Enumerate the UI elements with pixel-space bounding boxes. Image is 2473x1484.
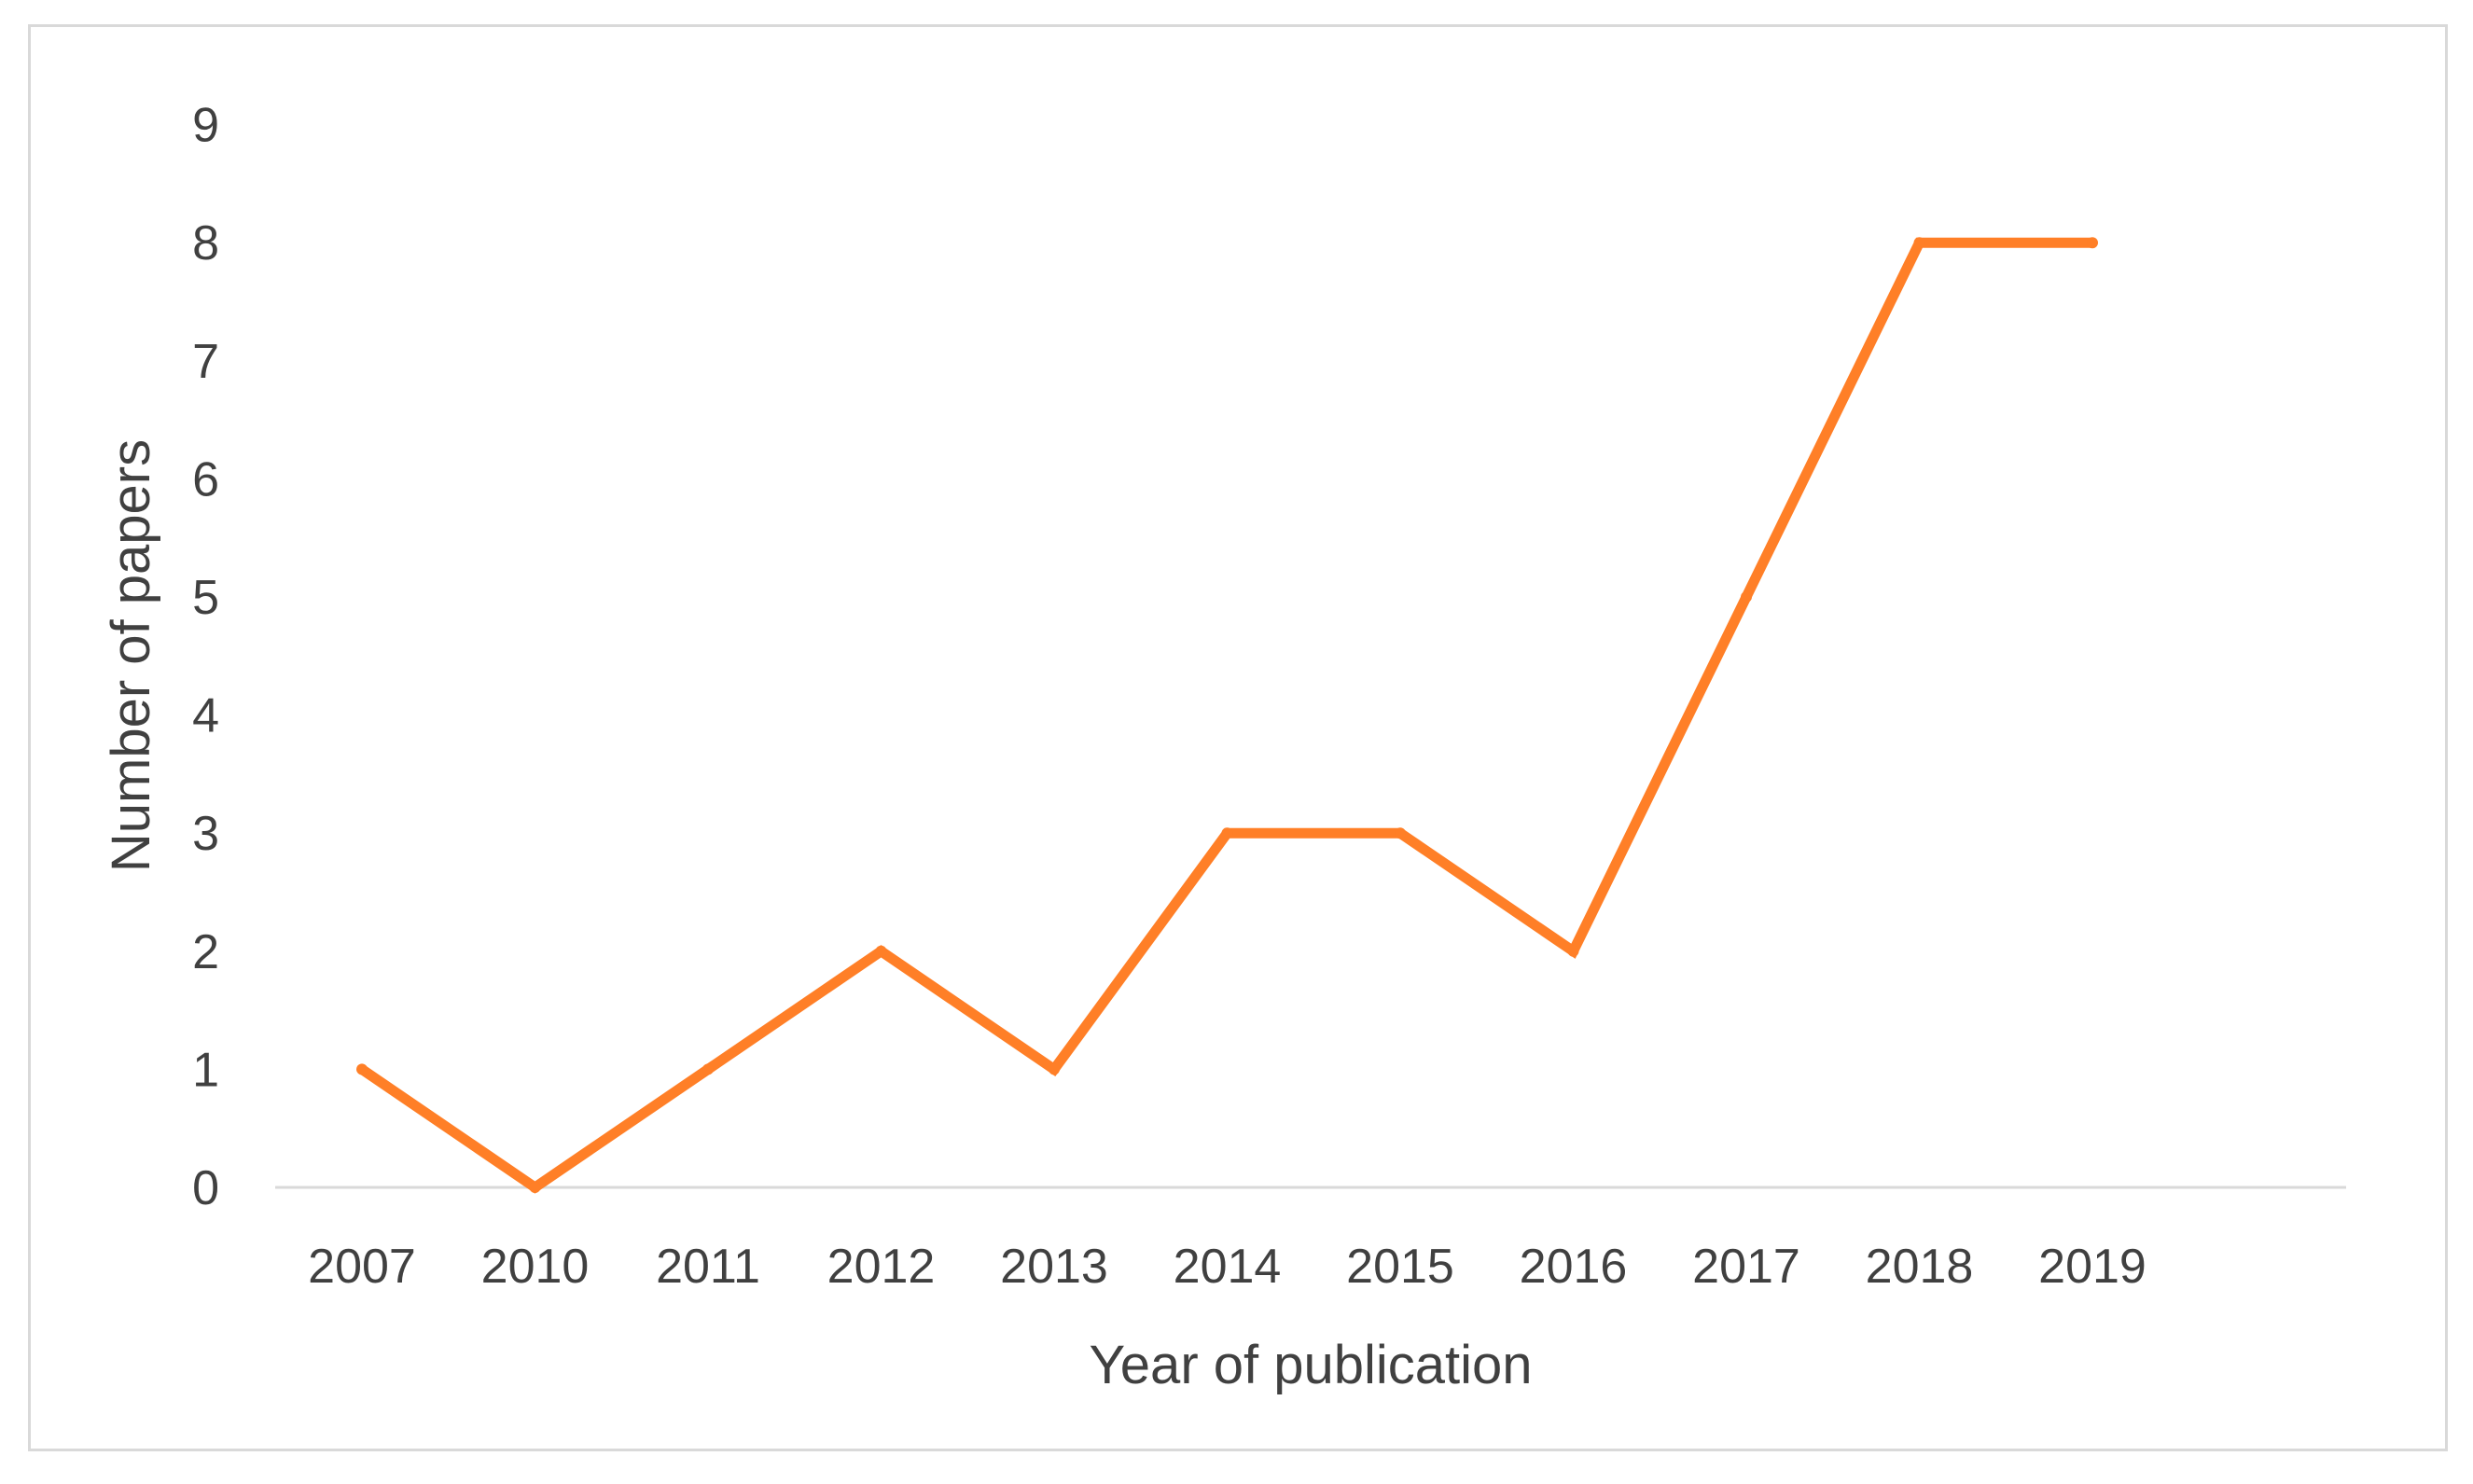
data-point-2019 xyxy=(2087,237,2098,249)
y-tick-label: 7 xyxy=(192,335,219,389)
y-tick-label: 3 xyxy=(192,807,219,861)
x-axis-title: Year of publication xyxy=(1089,1335,1532,1395)
x-tick-label: 2011 xyxy=(656,1240,760,1294)
y-tick-label: 1 xyxy=(192,1043,219,1097)
data-point-2018 xyxy=(1913,237,1925,249)
x-tick-label: 2016 xyxy=(1520,1240,1628,1294)
x-tick-label: 2017 xyxy=(1692,1240,1800,1294)
series-line xyxy=(356,237,2098,1194)
x-axis-tick-labels: 2007 2010 2011 2012 2013 2014 2015 2016 2017 2018… xyxy=(308,1240,2147,1294)
y-tick-label: 2 xyxy=(192,925,219,979)
data-point-2010 xyxy=(529,1182,541,1193)
data-point-2011 xyxy=(702,1063,714,1075)
data-point-2016 xyxy=(1567,945,1579,957)
x-tick-label: 2019 xyxy=(2038,1240,2147,1294)
y-axis-tick-labels: 0 1 2 3 4 5 6 7 8 9 xyxy=(192,99,219,1215)
data-point-2013 xyxy=(1049,1063,1060,1075)
series-points xyxy=(356,237,2098,1193)
x-tick-label: 2007 xyxy=(308,1240,416,1294)
x-tick-label: 2013 xyxy=(1000,1240,1108,1294)
y-axis-title: Number of papers xyxy=(101,439,161,872)
x-tick-label: 2014 xyxy=(1174,1240,1282,1294)
data-point-2015 xyxy=(1395,827,1406,839)
x-tick-label: 2018 xyxy=(1866,1240,1974,1294)
y-tick-label: 6 xyxy=(192,452,219,506)
data-point-2007 xyxy=(356,1063,368,1075)
y-tick-label: 5 xyxy=(192,571,219,625)
x-tick-label: 2012 xyxy=(827,1240,936,1294)
data-point-2017 xyxy=(1741,591,1752,603)
x-tick-label: 2010 xyxy=(481,1240,590,1294)
y-tick-label: 0 xyxy=(192,1161,219,1215)
data-point-2012 xyxy=(875,945,887,957)
y-tick-label: 4 xyxy=(192,689,219,743)
chart-frame xyxy=(28,24,2448,1451)
data-point-2014 xyxy=(1221,827,1233,839)
y-tick-label: 9 xyxy=(192,99,219,153)
x-tick-label: 2015 xyxy=(1346,1240,1454,1294)
y-tick-label: 8 xyxy=(192,216,219,270)
